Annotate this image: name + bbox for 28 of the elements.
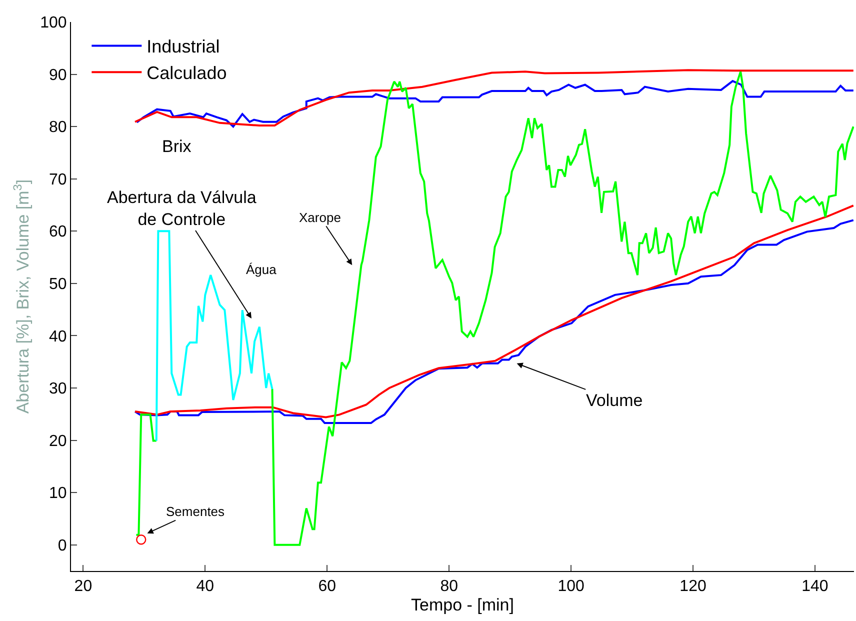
- x-tick-label: 60: [318, 578, 336, 596]
- y-tick-label: 90: [49, 66, 67, 84]
- x-tick-label: 120: [680, 578, 706, 596]
- annotation: Brix: [162, 137, 192, 156]
- y-tick-label: 0: [58, 537, 67, 554]
- annotation: Sementes: [166, 504, 226, 519]
- x-tick-label: 40: [196, 578, 214, 596]
- y-tick-label: 70: [49, 171, 67, 188]
- annotation: Xarope: [299, 210, 341, 225]
- x-tick-label: 140: [802, 578, 828, 596]
- annotation: Água: [246, 262, 278, 277]
- legend-label: Industrial: [146, 36, 220, 57]
- y-tick-label: 100: [40, 14, 67, 32]
- y-tick-label: 20: [49, 432, 67, 450]
- y-tick-label: 80: [49, 119, 67, 136]
- y-tick-label: 40: [49, 328, 67, 346]
- annotation: Abertura da Válvula de Controle: [107, 188, 257, 230]
- x-axis-title: Tempo - [min]: [411, 596, 514, 615]
- x-tick-label: 80: [440, 578, 458, 596]
- x-tick-label: 100: [558, 578, 584, 596]
- legend-label: Calculado: [146, 63, 227, 84]
- annotation: Volume: [586, 391, 643, 410]
- y-tick-label: 10: [49, 485, 67, 502]
- line-series: [136, 80, 854, 128]
- x-tick-label: 20: [74, 578, 92, 596]
- y-tick-label: 60: [49, 224, 67, 241]
- y-tick-label: 50: [49, 276, 67, 294]
- y-tick-label: 30: [49, 380, 67, 398]
